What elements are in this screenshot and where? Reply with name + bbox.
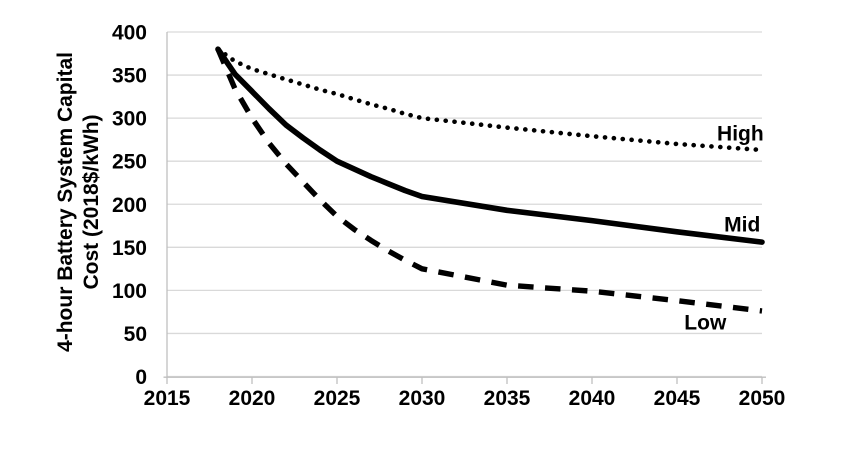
- series-line-high: [215, 46, 765, 153]
- y-tick-label-250: 250: [112, 151, 147, 174]
- y-tick-label-300: 300: [112, 108, 147, 131]
- series-label-high: High: [717, 123, 764, 146]
- axes: [163, 32, 766, 384]
- x-tick-label-2040: 2040: [569, 387, 616, 410]
- x-tick-label-2030: 2030: [399, 387, 446, 410]
- y-axis-title-line1: 4-hour Battery System Capital: [54, 52, 77, 352]
- y-tick-label-0: 0: [135, 366, 147, 389]
- series-line-mid: [215, 46, 765, 245]
- y-tick-label-150: 150: [112, 237, 147, 260]
- y-tick-label-50: 50: [124, 323, 147, 346]
- tick-labels: 2015 2020 2025 2030 2035 2040 2045 2050 0 50 100 15…: [112, 22, 785, 411]
- series-line-low: [215, 48, 763, 314]
- series-label-mid: Mid: [724, 213, 760, 236]
- y-axis-title-line2: Cost (2018$/kWh): [80, 114, 103, 289]
- x-tick-label-2050: 2050: [739, 387, 786, 410]
- x-tick-label-2035: 2035: [484, 387, 531, 410]
- series-lines: [215, 46, 765, 314]
- x-tick-label-2025: 2025: [314, 387, 361, 410]
- y-tick-label-400: 400: [112, 22, 147, 45]
- x-tick-label-2015: 2015: [144, 387, 191, 410]
- y-tick-label-350: 350: [112, 65, 147, 88]
- x-tick-label-2020: 2020: [229, 387, 276, 410]
- y-tick-label-100: 100: [112, 280, 147, 303]
- series-label-low: Low: [684, 312, 727, 335]
- x-tick-label-2045: 2045: [654, 387, 701, 410]
- y-tick-label-200: 200: [112, 194, 147, 217]
- series-annotations: High Mid Low: [684, 123, 763, 335]
